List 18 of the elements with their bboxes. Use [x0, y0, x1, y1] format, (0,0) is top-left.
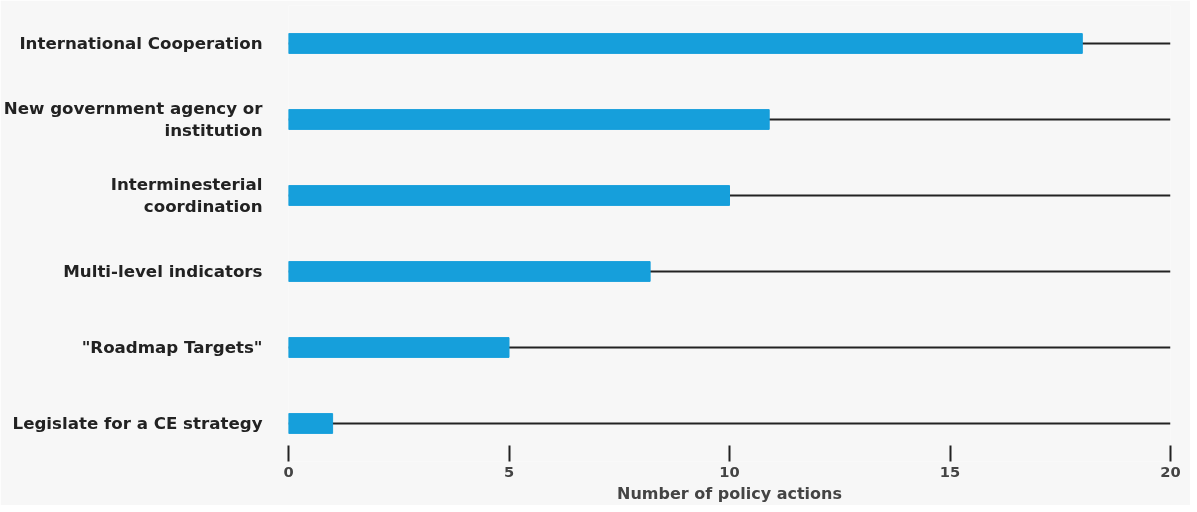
y-tick-label: Multi-level indicators — [63, 262, 263, 281]
bar — [288, 413, 334, 434]
y-tick-label: New government agency or institution — [3, 98, 264, 141]
x-tick-label: 20 — [1160, 462, 1181, 480]
x-axis-title: Number of policy actions — [617, 483, 842, 503]
bar — [288, 109, 770, 130]
bar — [288, 337, 510, 358]
y-tick-label: International Cooperation — [19, 34, 263, 53]
y-tick-label: "Roadmap Targets" — [81, 338, 263, 357]
x-tick-label: 5 — [503, 462, 515, 480]
y-tick-label: Interminesterial coordination — [110, 174, 263, 217]
x-tick-label: 0 — [283, 462, 294, 480]
bar — [288, 185, 730, 206]
x-tick-label: 10 — [719, 462, 740, 480]
bar — [288, 261, 651, 282]
x-tick-label: 15 — [939, 462, 961, 480]
bar — [288, 33, 1083, 54]
y-tick-label: Legislate for a CE strategy — [12, 414, 263, 433]
